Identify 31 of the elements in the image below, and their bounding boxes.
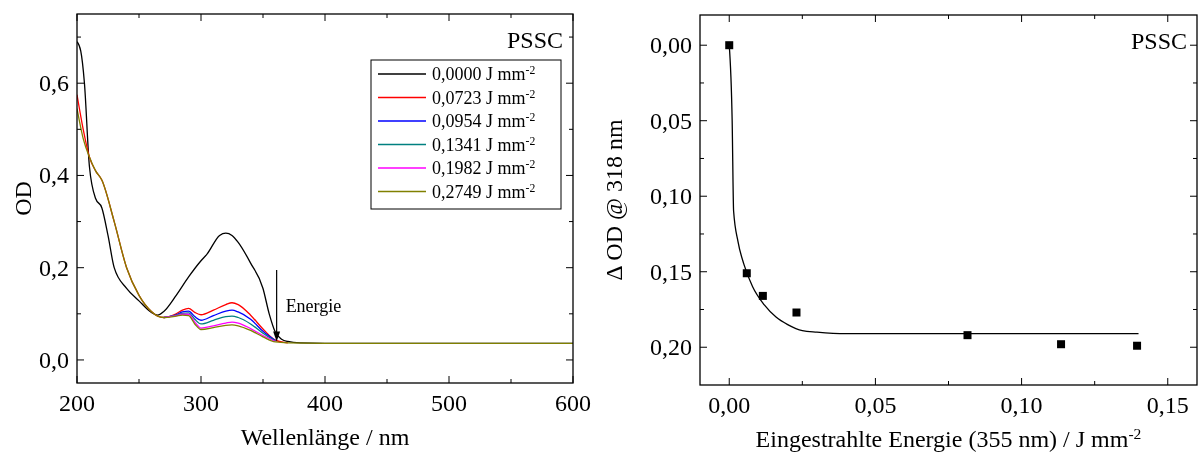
- legend-label: 0,0723 J mm$^{-2}$: [432, 87, 536, 108]
- y-tick-label: 0,05: [650, 107, 692, 134]
- x-tick-label: 0,05: [854, 392, 897, 418]
- x-tick-label: 300: [183, 390, 219, 416]
- x-tick-label: 0,00: [708, 392, 751, 418]
- y-tick-label: 0,15: [650, 258, 692, 285]
- y-tick-label: 0,0: [39, 346, 69, 373]
- x-tick-label: 600: [555, 390, 591, 416]
- x-axis-title: Eingestrahlte Energie (355 nm) / J mm$^{-2}$: [755, 424, 1142, 452]
- legend-label: 0,2749 J mm$^{-2}$: [432, 181, 536, 202]
- annotation: PSSC: [506, 27, 563, 53]
- y-axis-title: OD: [10, 181, 36, 216]
- y-tick-label: 0,2: [39, 254, 69, 281]
- y-axis-title: Δ OD @ 318 nm: [601, 118, 627, 281]
- x-tick-label: 0,15: [1146, 392, 1189, 418]
- y-tick-label: 0,20: [650, 334, 692, 361]
- x-tick-label: 400: [307, 390, 343, 416]
- legend-label: 0,1341 J mm$^{-2}$: [432, 134, 536, 155]
- annotation: PSSC: [1130, 28, 1187, 54]
- x-tick-label: 500: [431, 390, 467, 416]
- legend-label: 0,0954 J mm$^{-2}$: [432, 110, 536, 131]
- y-tick-label: 0,6: [39, 70, 69, 97]
- y-tick-label: 0,4: [39, 162, 69, 189]
- y-tick-label: 0,10: [650, 183, 692, 210]
- x-axis-title: Wellenlänge / nm: [240, 424, 410, 450]
- legend-label: 0,0000 J mm$^{-2}$: [432, 63, 536, 84]
- x-tick-label: 0,10: [1000, 392, 1043, 418]
- y-tick-label: 0,00: [650, 32, 692, 59]
- legend-label: 0,1982 J mm$^{-2}$: [432, 157, 536, 178]
- x-tick-label: 200: [59, 390, 95, 416]
- annotation: Energie: [285, 295, 342, 316]
